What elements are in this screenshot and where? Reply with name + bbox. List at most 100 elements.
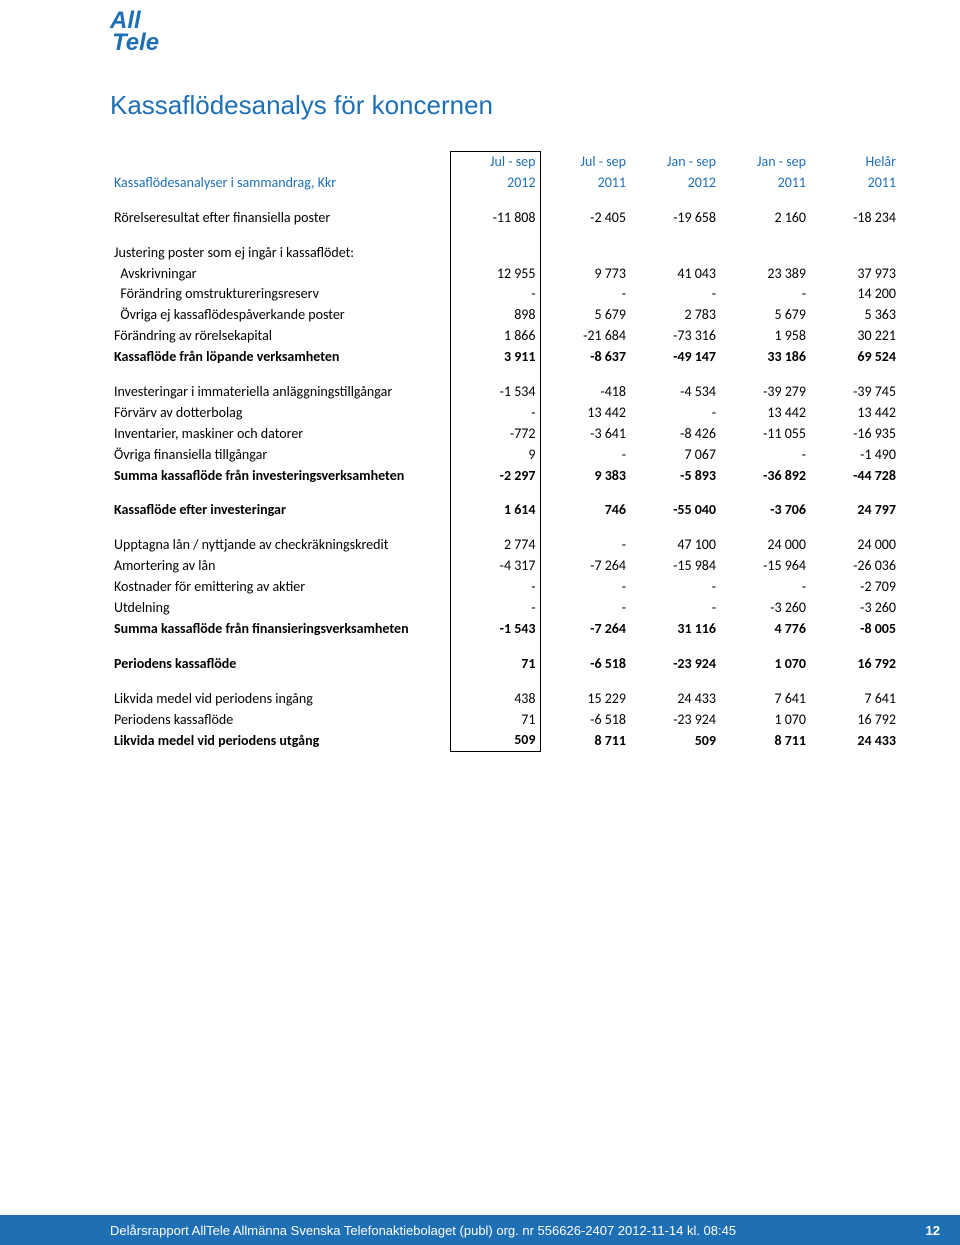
cell: -19 658: [630, 208, 720, 229]
row-label: Upptagna lån / nyttjande av checkräkning…: [110, 535, 450, 556]
cell: 8 711: [720, 730, 810, 751]
row-label: Kassaflöde från löpande verksamheten: [110, 347, 450, 368]
table-row: Summa kassaflöde från finansieringsverks…: [110, 619, 900, 640]
cell: 746: [540, 500, 630, 521]
cell: 2 160: [720, 208, 810, 229]
cell: -15 964: [720, 556, 810, 577]
cell: 24 000: [720, 535, 810, 556]
cell: 7 067: [630, 445, 720, 466]
cell: -3 260: [810, 598, 900, 619]
table-row: Kassaflöde efter investeringar1 614746-5…: [110, 500, 900, 521]
row-label: Förändring omstruktureringsreserv: [110, 284, 450, 305]
cell: 9 383: [540, 466, 630, 487]
cell: 12 955: [450, 264, 540, 285]
cell: -18 234: [810, 208, 900, 229]
cell: -11 808: [450, 208, 540, 229]
cell: -6 518: [540, 710, 630, 731]
cell: -: [630, 577, 720, 598]
cell: 5 363: [810, 305, 900, 326]
cell: -1 490: [810, 445, 900, 466]
cell: -: [720, 445, 810, 466]
row-label: Periodens kassaflöde: [110, 654, 450, 675]
cell: 31 116: [630, 619, 720, 640]
cell: 24 433: [630, 689, 720, 710]
logo: All Tele: [110, 10, 159, 53]
col-header: Jul - sep: [450, 152, 540, 173]
cell: -2 405: [540, 208, 630, 229]
cell: 13 442: [720, 403, 810, 424]
cell: 16 792: [810, 654, 900, 675]
cell: -: [630, 284, 720, 305]
cell: 9 773: [540, 264, 630, 285]
row-label: Inventarier, maskiner och datorer: [110, 424, 450, 445]
cashflow-table: Jul - sepJul - sepJan - sepJan - sepHelå…: [110, 151, 900, 752]
cell: 5 679: [720, 305, 810, 326]
cell: 1 958: [720, 326, 810, 347]
cell: -11 055: [720, 424, 810, 445]
cell: 24 000: [810, 535, 900, 556]
cell: -16 935: [810, 424, 900, 445]
table-row: Likvida medel vid periodens ingång43815 …: [110, 689, 900, 710]
cell: 2 774: [450, 535, 540, 556]
table-row: Summa kassaflöde från investeringsverksa…: [110, 466, 900, 487]
cell: 1 070: [720, 654, 810, 675]
cell: 30 221: [810, 326, 900, 347]
cell: -39 745: [810, 382, 900, 403]
cell: 14 200: [810, 284, 900, 305]
cell: -772: [450, 424, 540, 445]
cell: 7 641: [720, 689, 810, 710]
cell: 13 442: [540, 403, 630, 424]
cell: 16 792: [810, 710, 900, 731]
cell: 9: [450, 445, 540, 466]
cell: -418: [540, 382, 630, 403]
cell: -49 147: [630, 347, 720, 368]
cell: 1 614: [450, 500, 540, 521]
table-row: Likvida medel vid periodens utgång5098 7…: [110, 730, 900, 751]
table-row: Förändring omstruktureringsreserv----14 …: [110, 284, 900, 305]
cell: 7 641: [810, 689, 900, 710]
page-title: Kassaflödesanalys för koncernen: [110, 90, 900, 121]
table-row: Förändring av rörelsekapital1 866-21 684…: [110, 326, 900, 347]
cell: -4 317: [450, 556, 540, 577]
header-blank: [110, 152, 450, 173]
row-label: Kostnader för emittering av aktier: [110, 577, 450, 598]
cell: -: [540, 598, 630, 619]
col-header-year: 2012: [630, 173, 720, 194]
table-row: Avskrivningar12 9559 77341 04323 38937 9…: [110, 264, 900, 285]
table-row: Amortering av lån-4 317-7 264-15 984-15 …: [110, 556, 900, 577]
row-label: Likvida medel vid periodens ingång: [110, 689, 450, 710]
cell: [450, 243, 540, 264]
cell: 71: [450, 710, 540, 731]
row-label: Amortering av lån: [110, 556, 450, 577]
cell: 509: [450, 730, 540, 751]
row-label: Justering poster som ej ingår i kassaflö…: [110, 243, 450, 264]
row-label: Utdelning: [110, 598, 450, 619]
cell: -: [450, 284, 540, 305]
cell: -2 709: [810, 577, 900, 598]
cell: -7 264: [540, 556, 630, 577]
cell: -1 543: [450, 619, 540, 640]
cell: -55 040: [630, 500, 720, 521]
cell: 1 070: [720, 710, 810, 731]
cell: 33 186: [720, 347, 810, 368]
logo-line2: Tele: [110, 32, 159, 54]
cell: -6 518: [540, 654, 630, 675]
cell: -8 637: [540, 347, 630, 368]
cell: 5 679: [540, 305, 630, 326]
cell: -3 260: [720, 598, 810, 619]
col-header: Jul - sep: [540, 152, 630, 173]
cell: -39 279: [720, 382, 810, 403]
cell: 4 776: [720, 619, 810, 640]
cell: -: [450, 403, 540, 424]
table-row: Utdelning----3 260-3 260: [110, 598, 900, 619]
cell: -5 893: [630, 466, 720, 487]
table-row: Periodens kassaflöde71-6 518-23 9241 070…: [110, 654, 900, 675]
cell: -26 036: [810, 556, 900, 577]
cell: 1 866: [450, 326, 540, 347]
table-row: Investeringar i immateriella anläggnings…: [110, 382, 900, 403]
cell: -44 728: [810, 466, 900, 487]
cell: -36 892: [720, 466, 810, 487]
cell: -: [720, 284, 810, 305]
cell: -: [540, 284, 630, 305]
table-row: Övriga finansiella tillgångar9-7 067--1 …: [110, 445, 900, 466]
